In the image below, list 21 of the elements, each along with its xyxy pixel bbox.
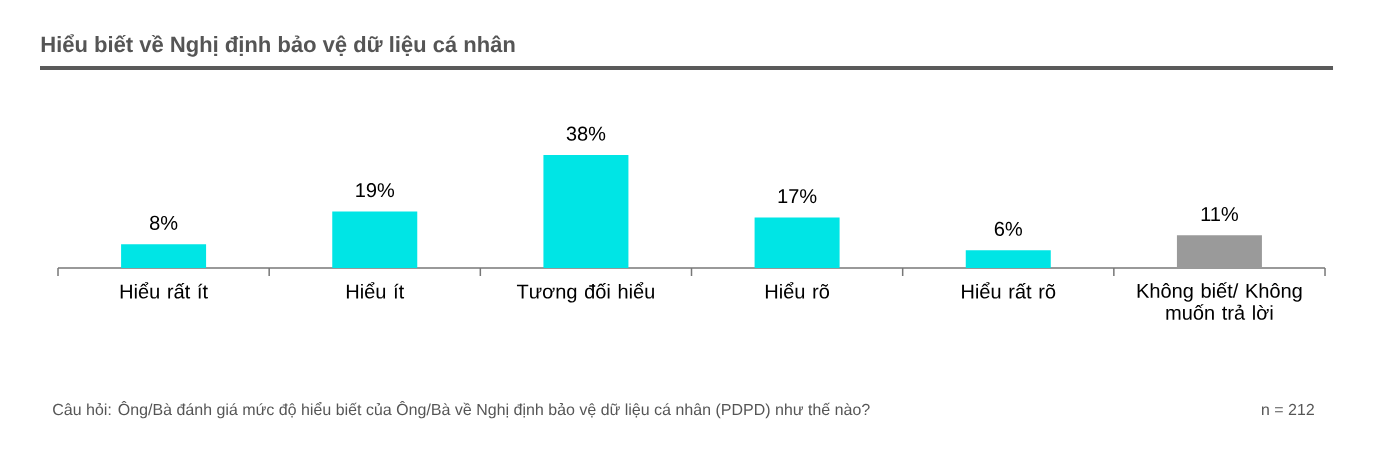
bar [121, 244, 207, 268]
text: Câu hỏi: Ông/Bà đánh giá mức độ hiểu biết của Ông/Bà về Nghị định bảo vệ dữ liệu cá nhân (PDPD) như thế nào? [53, 401, 870, 419]
data-label: 11% [1201, 207, 1238, 222]
bar [754, 217, 840, 268]
data-label: 19% [356, 183, 395, 198]
data-label: 8% [150, 215, 178, 230]
data-label: 17% [778, 189, 817, 204]
data-label: 6% [994, 221, 1022, 236]
x-tick-label: Hiểu rất ít [120, 282, 208, 299]
bar [1176, 235, 1262, 268]
data-label: 38% [566, 126, 606, 141]
x-tick-label: Không biết/ Không muốn trả lời [1137, 282, 1302, 320]
text: n = 212 [1261, 403, 1314, 415]
x-tick-label: Hiểu ít [346, 282, 405, 299]
x-tick-label: Hiểu rất rõ [962, 282, 1056, 299]
bar [965, 250, 1051, 268]
x-tick-label: Tương đối hiểu [516, 282, 654, 303]
bar [543, 155, 629, 268]
chart-title: Hiểu biết về Nghị định bảo vệ dữ liệu cá nhân [41, 34, 515, 57]
bar [332, 211, 418, 268]
x-tick-label: Hiểu rõ [765, 282, 830, 299]
